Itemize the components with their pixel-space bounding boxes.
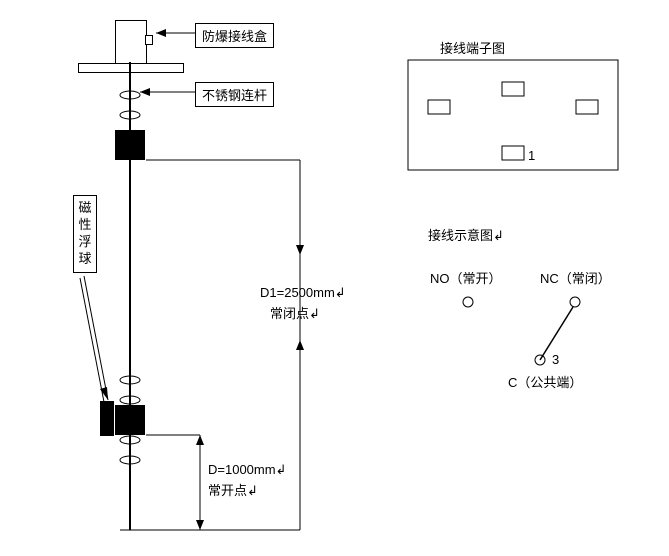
d-text-2: 常开点↲ — [208, 480, 258, 499]
upper-stop — [115, 130, 145, 160]
c-label: C（公共端） — [508, 372, 582, 391]
d-text-1: D=1000mm↲ — [208, 462, 286, 478]
terminals-svg — [400, 52, 630, 182]
d1-text-1: D1=2500mm↲ — [260, 285, 346, 301]
c-num: 3 — [552, 352, 559, 367]
float-block — [100, 401, 114, 436]
ss-rod-label: 不锈钢连杆 — [195, 82, 274, 107]
wiring-title: 接线示意图↲ — [428, 225, 504, 244]
d1-text-2: 常闭点↲ — [270, 303, 320, 322]
lower-stop — [115, 405, 145, 435]
junction-box-label: 防爆接线盒 — [195, 23, 274, 48]
terminal-1-label: 1 — [528, 148, 535, 163]
float-ball-label: 磁 性 浮 球 — [73, 195, 97, 273]
